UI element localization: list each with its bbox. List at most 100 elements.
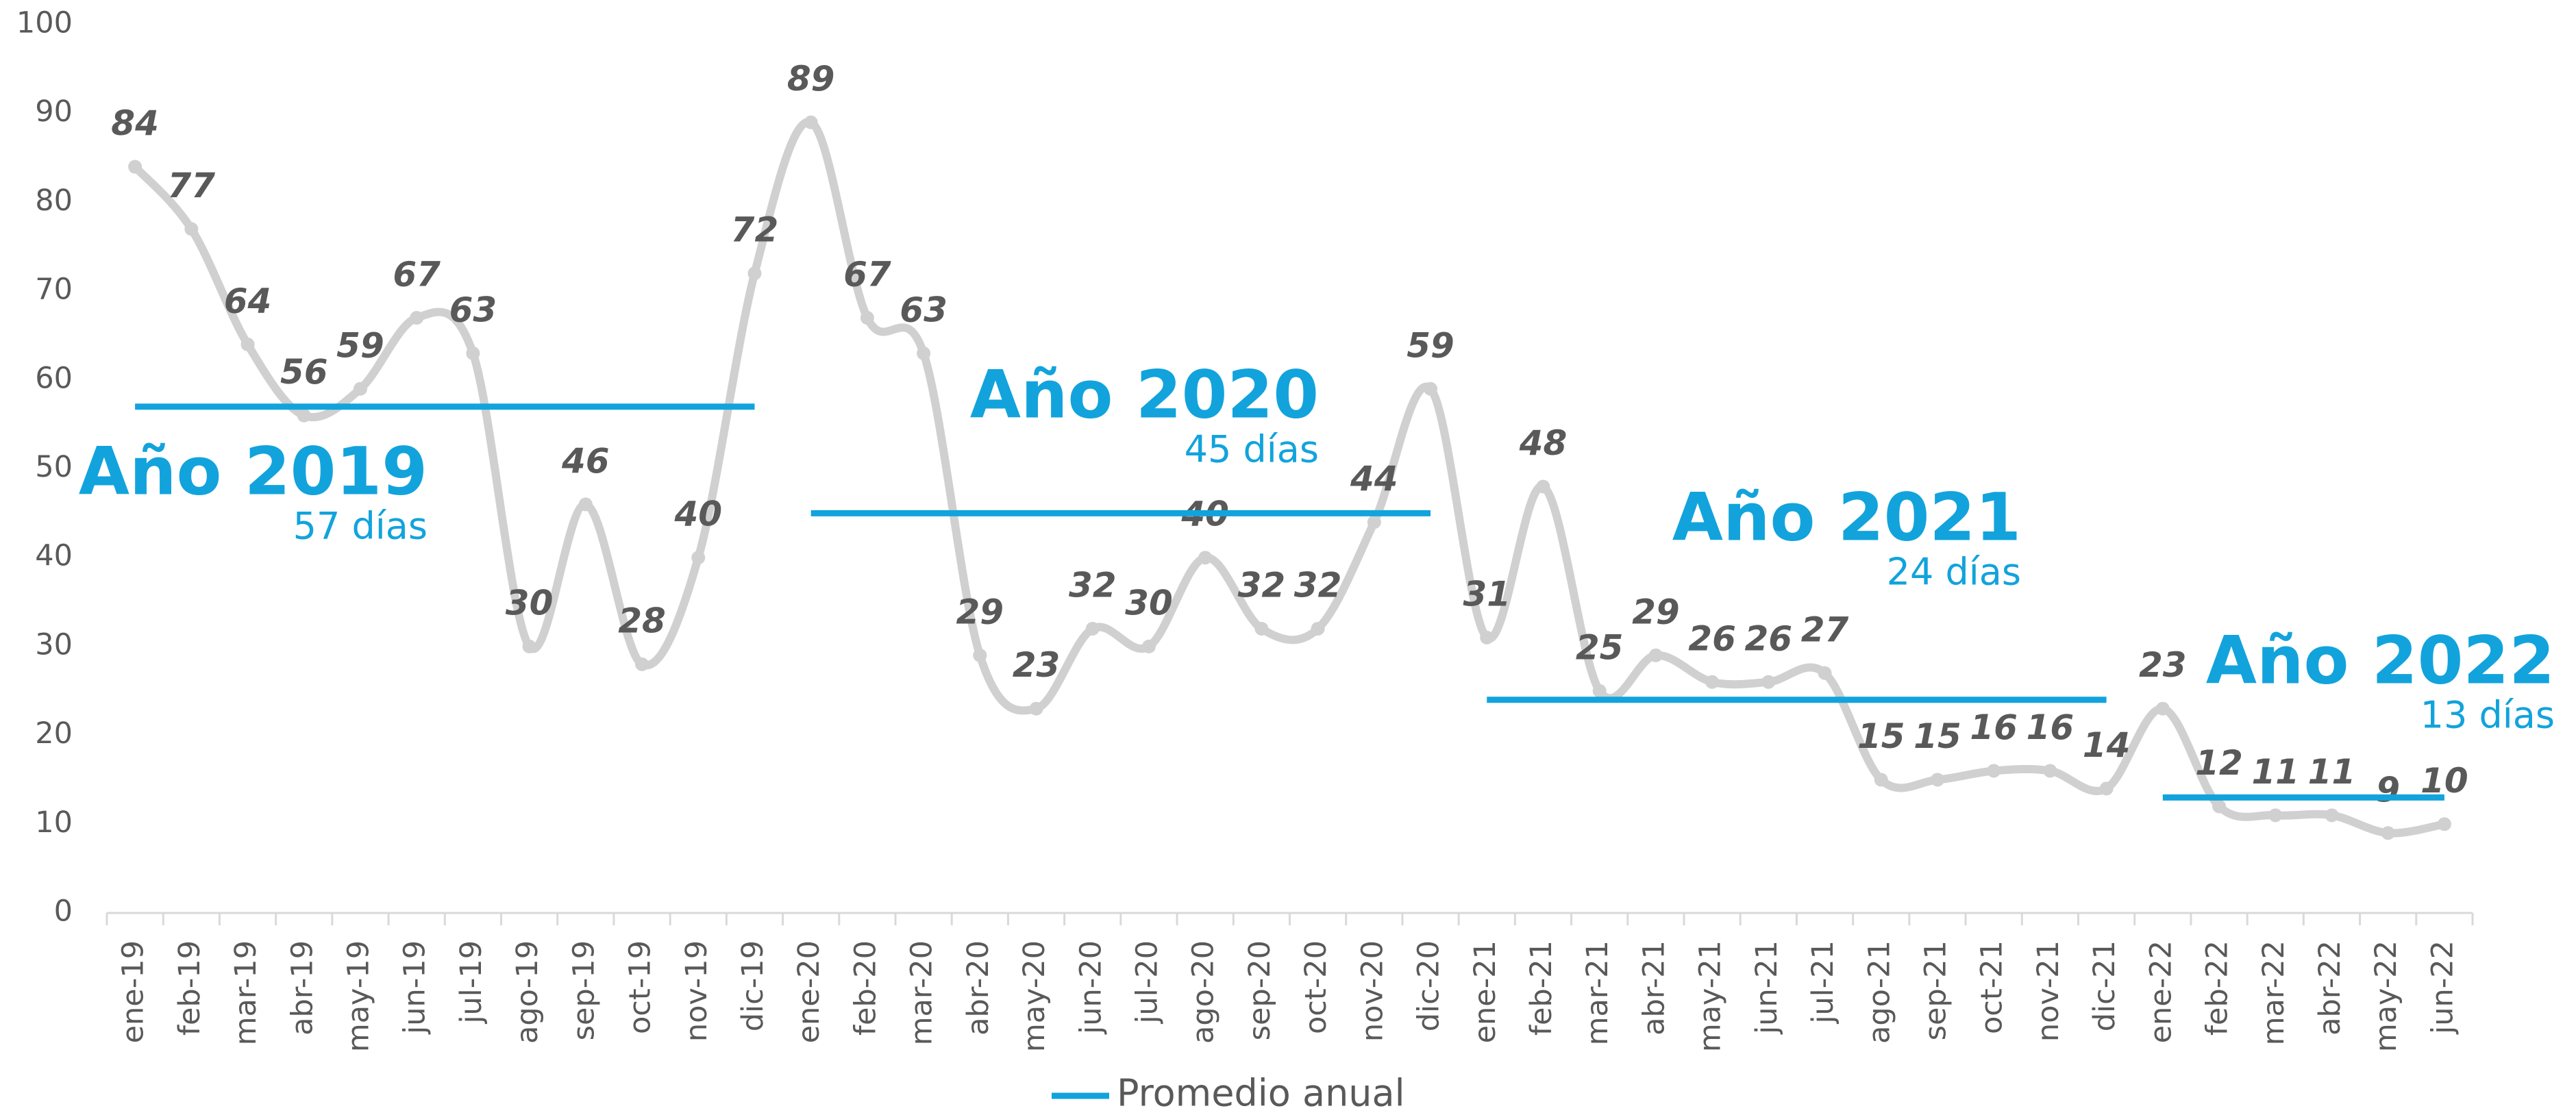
value-label: 30 [506, 583, 554, 623]
x-tick-label: mar-19 [229, 940, 263, 1045]
point [691, 551, 706, 565]
x-tick-label: sep-19 [567, 940, 601, 1040]
year-title: Año 2020 [970, 356, 1319, 433]
point [1705, 675, 1720, 689]
value-label: 59 [336, 325, 384, 365]
value-label: 15 [1914, 716, 1961, 756]
value-label: 30 [1125, 583, 1173, 623]
x-tick-label: jul-20 [1130, 940, 1164, 1024]
value-label: 31 [1463, 574, 1511, 614]
point [1254, 621, 1269, 636]
value-label: 9 [2376, 770, 2400, 810]
value-label: 28 [618, 601, 666, 640]
point [804, 115, 818, 129]
year-title: Año 2021 [1672, 479, 2021, 555]
point [1198, 551, 1213, 565]
year-title: Año 2022 [2206, 622, 2555, 699]
legend-label: Promedio anual [1117, 1072, 1405, 1115]
year-average: 45 días [1185, 428, 1319, 471]
point [2099, 781, 2114, 796]
y-tick-label: 70 [35, 273, 73, 307]
value-label: 11 [2308, 752, 2356, 792]
year-title: Año 2019 [79, 433, 428, 510]
x-tick-label: jun-21 [1750, 940, 1784, 1035]
point [747, 266, 762, 281]
value-label: 29 [1632, 592, 1680, 631]
point [1424, 381, 1438, 396]
point [1536, 479, 1550, 494]
y-tick-label: 50 [35, 450, 73, 484]
value-label: 46 [561, 441, 610, 481]
x-tick-label: feb-22 [2201, 940, 2235, 1036]
x-tick-label: may-21 [1694, 940, 1728, 1052]
value-label: 72 [731, 210, 779, 250]
y-tick-label: 90 [35, 95, 73, 129]
point [1592, 684, 1607, 698]
x-tick-label: may-19 [341, 940, 375, 1052]
value-label: 32 [1238, 565, 1286, 605]
x-tick-label: may-20 [1017, 940, 1052, 1052]
value-label: 77 [168, 166, 216, 205]
point [2381, 826, 2395, 840]
x-tick-label: ago-21 [1862, 940, 1896, 1044]
value-label: 23 [2139, 645, 2187, 685]
y-tick-label: 10 [35, 805, 73, 840]
value-label: 84 [111, 103, 159, 143]
y-tick-label: 100 [16, 6, 73, 40]
x-tick-label: dic-20 [1412, 940, 1446, 1031]
point [2155, 701, 2170, 716]
value-label: 27 [1801, 610, 1849, 649]
value-label: 11 [2251, 752, 2299, 792]
x-tick-label: jun-20 [1074, 940, 1108, 1035]
x-tick-label: jun-22 [2425, 940, 2460, 1035]
x-tick-label: feb-20 [848, 940, 882, 1036]
value-label: 32 [1069, 565, 1117, 605]
point [2437, 817, 2451, 831]
x-tick-label: jul-19 [454, 940, 488, 1024]
point [1085, 621, 1100, 636]
value-label: 64 [224, 281, 272, 321]
point [297, 408, 311, 423]
point [860, 311, 874, 325]
value-label: 67 [843, 255, 891, 295]
x-tick-label: ago-19 [510, 940, 545, 1044]
point [1029, 701, 1043, 716]
value-label: 26 [1688, 618, 1736, 658]
point [1930, 773, 1944, 787]
point [240, 337, 255, 351]
value-label: 89 [787, 59, 835, 99]
x-tick-label: dic-21 [2088, 940, 2122, 1031]
point [1648, 648, 1663, 662]
value-label: 40 [673, 494, 722, 534]
point [2325, 808, 2339, 823]
y-tick-label: 0 [54, 894, 73, 929]
x-tick-label: nov-21 [2031, 940, 2066, 1042]
y-tick-label: 20 [35, 716, 73, 751]
y-tick-label: 60 [35, 361, 73, 395]
value-label: 23 [1013, 645, 1061, 685]
point [184, 222, 199, 236]
value-label: 32 [1294, 565, 1342, 605]
value-label: 26 [1745, 618, 1793, 658]
x-tick-label: sep-20 [1243, 940, 1277, 1040]
x-tick-label: abr-22 [2313, 940, 2347, 1036]
x-tick-label: feb-21 [1524, 940, 1559, 1036]
x-tick-label: ago-20 [1187, 940, 1221, 1044]
point [1761, 675, 1776, 689]
y-tick-label: 30 [35, 627, 73, 662]
point [1367, 515, 1381, 529]
x-tick-label: mar-21 [1581, 940, 1615, 1045]
point [2212, 799, 2227, 814]
value-label: 48 [1519, 423, 1568, 463]
point [1480, 630, 1494, 644]
x-tick-label: jun-19 [398, 940, 432, 1035]
point [1141, 639, 1156, 653]
point [1311, 621, 1325, 636]
y-tick-label: 40 [35, 539, 73, 573]
x-tick-label: may-22 [2369, 940, 2403, 1052]
year-average: 57 días [293, 505, 428, 548]
point [2268, 808, 2283, 823]
x-tick-label: mar-22 [2257, 940, 2291, 1045]
value-label: 12 [2195, 743, 2243, 783]
